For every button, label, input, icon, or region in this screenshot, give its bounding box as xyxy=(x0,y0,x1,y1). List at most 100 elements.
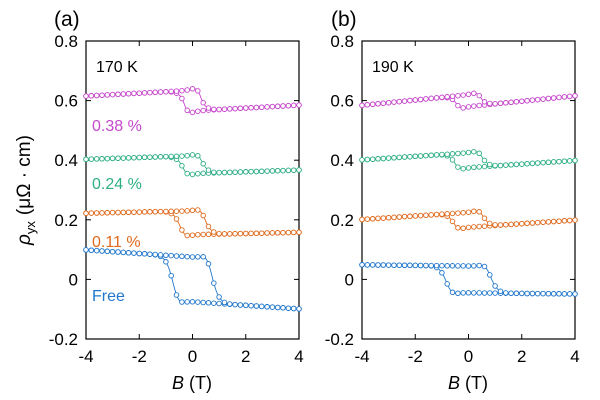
data-point xyxy=(189,299,196,305)
data-point xyxy=(109,91,116,98)
data-point xyxy=(232,105,238,112)
data-point xyxy=(369,101,376,108)
data-point xyxy=(465,263,472,269)
data-point xyxy=(481,157,488,164)
data-point xyxy=(508,221,514,228)
data-point xyxy=(184,208,190,214)
data-point xyxy=(444,151,450,157)
data-point xyxy=(529,97,536,103)
data-point xyxy=(104,92,111,98)
data-point xyxy=(540,290,546,297)
data-point xyxy=(524,290,530,297)
x-tick-label: -4 xyxy=(78,347,93,366)
data-point xyxy=(157,252,164,258)
x-tick-label: 0 xyxy=(464,347,473,366)
data-point xyxy=(120,249,127,256)
data-point xyxy=(550,291,557,297)
data-point xyxy=(99,92,105,98)
y-tick-label: 0.4 xyxy=(330,151,354,170)
data-point xyxy=(274,167,281,174)
data-point xyxy=(163,88,169,95)
data-point xyxy=(296,229,302,236)
data-point xyxy=(125,155,132,161)
data-point xyxy=(369,156,376,162)
data-point xyxy=(227,231,233,237)
data-point xyxy=(572,93,578,99)
data-point xyxy=(163,259,169,265)
data-point xyxy=(285,167,292,174)
data-point xyxy=(396,154,403,161)
data-point xyxy=(131,154,137,161)
y-axis-label: ρyx(μΩ · cm) xyxy=(14,135,38,246)
data-point xyxy=(104,248,111,255)
data-point xyxy=(179,253,185,260)
data-point xyxy=(285,229,292,236)
data-point xyxy=(375,101,381,107)
data-point xyxy=(243,169,249,175)
data-point xyxy=(195,231,201,238)
data-point xyxy=(460,150,466,156)
data-point xyxy=(391,262,397,268)
y-tick-label: 0.8 xyxy=(330,32,354,51)
data-point xyxy=(566,93,573,100)
legend-label-011: 0.11 % xyxy=(92,234,141,251)
data-point xyxy=(449,263,456,269)
data-point xyxy=(460,92,466,98)
data-point xyxy=(125,209,132,216)
data-point xyxy=(115,91,121,98)
data-point xyxy=(189,86,196,92)
data-point xyxy=(375,156,381,162)
data-point xyxy=(168,88,174,95)
y-tick-label: 0.2 xyxy=(54,211,78,230)
data-point xyxy=(173,292,180,298)
data-point xyxy=(401,98,408,104)
data-point xyxy=(157,89,164,95)
data-point xyxy=(508,99,514,106)
data-point xyxy=(519,161,525,167)
data-point xyxy=(503,290,509,296)
data-point xyxy=(248,105,254,111)
data-point xyxy=(412,213,419,219)
x-tick-label: -2 xyxy=(408,347,423,366)
data-point xyxy=(455,210,461,216)
data-point xyxy=(487,272,493,278)
y-tick-label: 0.6 xyxy=(330,92,354,111)
data-point xyxy=(561,218,568,224)
data-point xyxy=(556,218,562,224)
data-point xyxy=(439,270,445,276)
data-point xyxy=(184,87,190,93)
data-point xyxy=(83,93,89,99)
data-point xyxy=(269,230,276,236)
data-point xyxy=(412,153,419,160)
data-point xyxy=(364,102,371,108)
data-point xyxy=(524,97,530,104)
data-point xyxy=(264,304,270,310)
data-point xyxy=(258,230,265,236)
data-point xyxy=(173,153,180,160)
data-point xyxy=(545,95,552,102)
data-point xyxy=(205,300,212,306)
data-point xyxy=(115,249,121,255)
data-point xyxy=(93,210,100,216)
data-point xyxy=(237,105,244,112)
data-point xyxy=(141,251,148,257)
data-point xyxy=(497,222,504,228)
data-point xyxy=(380,100,387,106)
data-point xyxy=(211,169,217,175)
data-point xyxy=(455,150,461,157)
data-point xyxy=(168,272,174,279)
data-point xyxy=(269,304,276,310)
data-point xyxy=(296,102,302,108)
data-point xyxy=(211,106,217,113)
data-point xyxy=(556,291,562,297)
data-point xyxy=(200,160,206,167)
data-point xyxy=(534,219,541,226)
data-point xyxy=(369,262,376,268)
data-point xyxy=(93,247,100,254)
data-point xyxy=(248,168,254,175)
data-point xyxy=(211,280,217,286)
data-point xyxy=(476,290,482,296)
data-point xyxy=(195,254,201,260)
data-point xyxy=(200,99,206,106)
data-point xyxy=(99,210,105,216)
